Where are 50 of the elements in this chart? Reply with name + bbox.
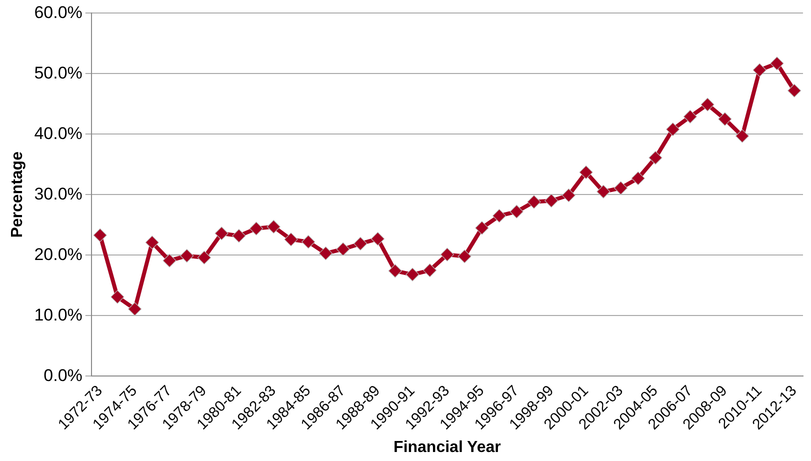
x-axis-title: Financial Year bbox=[394, 438, 501, 456]
y-tick-label: 40.0% bbox=[34, 124, 82, 143]
point bbox=[596, 184, 610, 198]
point bbox=[145, 236, 159, 250]
point bbox=[93, 228, 107, 242]
y-axis-title: Percentage bbox=[9, 151, 26, 238]
y-tick-label: 60.0% bbox=[34, 2, 82, 22]
point bbox=[562, 188, 576, 202]
point bbox=[700, 98, 714, 112]
point bbox=[458, 250, 472, 264]
point bbox=[527, 195, 541, 209]
y-tick-label: 0.0% bbox=[44, 366, 82, 385]
point bbox=[214, 226, 228, 240]
point bbox=[388, 264, 402, 278]
point bbox=[180, 248, 194, 263]
point bbox=[510, 204, 524, 218]
point bbox=[336, 242, 350, 256]
point bbox=[492, 209, 506, 223]
point bbox=[423, 263, 437, 278]
y-tick-label: 20.0% bbox=[34, 244, 82, 264]
point bbox=[284, 232, 298, 246]
point bbox=[648, 150, 662, 165]
point bbox=[475, 221, 489, 235]
point bbox=[788, 84, 802, 98]
point bbox=[232, 229, 246, 243]
y-tick-label: 30.0% bbox=[34, 184, 82, 204]
point bbox=[440, 248, 454, 262]
point bbox=[406, 268, 420, 282]
point bbox=[752, 63, 766, 77]
point bbox=[249, 222, 264, 236]
point bbox=[579, 165, 593, 180]
y-tick-label: 50.0% bbox=[34, 63, 82, 82]
point bbox=[354, 236, 368, 250]
point bbox=[110, 290, 124, 304]
point bbox=[197, 250, 212, 264]
point bbox=[614, 181, 628, 195]
point bbox=[302, 235, 316, 249]
point bbox=[770, 56, 784, 70]
point bbox=[631, 172, 645, 186]
point bbox=[718, 112, 732, 126]
point bbox=[735, 129, 750, 143]
point bbox=[370, 232, 385, 246]
point bbox=[266, 220, 280, 234]
point bbox=[318, 246, 333, 260]
y-tick-label: 10.0% bbox=[34, 305, 82, 324]
point bbox=[544, 194, 558, 208]
point bbox=[666, 122, 680, 136]
point bbox=[683, 110, 697, 124]
point bbox=[128, 302, 142, 316]
point bbox=[162, 254, 176, 268]
